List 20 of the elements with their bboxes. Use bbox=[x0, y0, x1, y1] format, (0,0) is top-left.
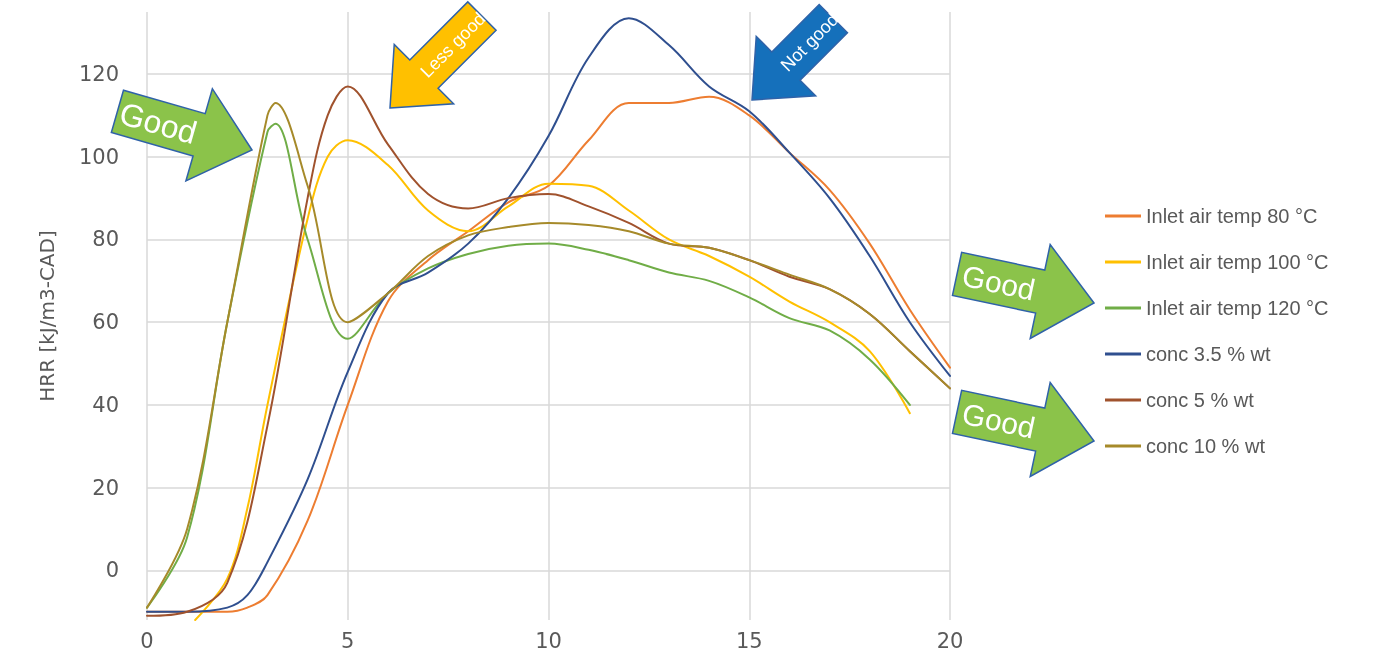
arrow-icon: Good bbox=[951, 380, 1096, 478]
legend-label: Inlet air temp 80 °C bbox=[1146, 205, 1318, 227]
legend-label: Inlet air temp 100 °C bbox=[1146, 251, 1329, 273]
x-tick-label: 20 bbox=[936, 628, 964, 653]
legend-label: conc 10 % wt bbox=[1146, 435, 1266, 457]
x-tick-label: 0 bbox=[140, 628, 154, 653]
y-tick-label: 0 bbox=[105, 558, 119, 583]
y-tick-label: 40 bbox=[92, 392, 119, 417]
y-tick-label: 60 bbox=[92, 310, 119, 335]
x-tick-label: 10 bbox=[535, 628, 562, 653]
x-tick-label: 5 bbox=[341, 628, 355, 653]
y-tick-label: 20 bbox=[92, 475, 119, 500]
legend-label: conc 3.5 % wt bbox=[1146, 343, 1271, 365]
y-axis-title: HRR [kJ/m3-CAD] bbox=[35, 230, 59, 402]
legend-label: Inlet air temp 120 °C bbox=[1146, 297, 1329, 319]
legend-label: conc 5 % wt bbox=[1146, 389, 1255, 411]
arrow-icon: Good bbox=[951, 242, 1096, 340]
y-tick-label: 120 bbox=[78, 62, 119, 87]
x-tick-label: 15 bbox=[735, 628, 763, 653]
y-tick-label: 80 bbox=[92, 227, 119, 252]
